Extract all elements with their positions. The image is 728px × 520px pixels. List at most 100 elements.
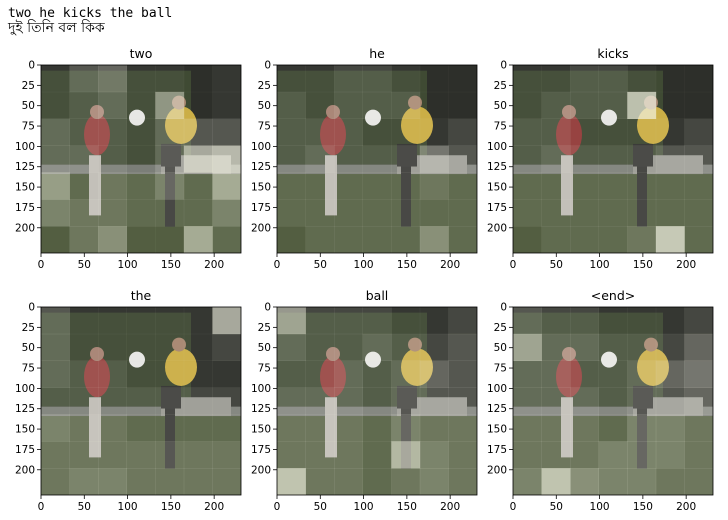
scene-grass [41,416,241,495]
attention-cell [419,360,449,388]
player-yellow-leg [165,166,175,227]
attention-cell [419,414,449,442]
attention-cell [69,468,99,495]
x-tick-label: 150 [397,259,417,271]
attention-cell [362,118,392,146]
scene-fence [41,164,241,176]
player-red-jersey [84,113,110,156]
x-tick-label: 0 [510,259,517,271]
attention-cell [570,118,600,146]
player-yellow-shorts [633,143,653,167]
attention-cell [98,360,128,388]
attention-cell [126,307,156,335]
attention-cell [570,172,600,200]
attention-cell [362,307,392,335]
attention-cell [655,145,685,173]
player-yellow-shorts [397,385,417,409]
attention-cell [126,441,156,469]
attention-cell [570,441,600,469]
panel-title: kicks [597,46,628,61]
attention-cell [41,360,70,388]
attention-cell [362,414,392,442]
attention-panel: 0 50 100 150 200 0 25 50 75 100 125 150 175 200 the [15,288,242,513]
x-tick-label: 150 [161,501,181,513]
x-tick-label: 0 [274,501,281,513]
attention-cell [212,172,241,200]
attention-cell [655,199,685,227]
attention-cell [277,226,306,253]
attention-cell [391,199,421,227]
player-yellow-shorts [397,143,417,167]
scene-fence [513,406,713,418]
attention-cell [41,333,70,362]
player-yellow-head [172,337,186,352]
player-yellow-leg [401,408,411,469]
x-tick-label: 0 [510,501,517,513]
attention-cell [570,199,600,227]
attention-cell [126,118,156,146]
player-yellow-jersey [165,348,197,386]
attention-cell [277,65,306,93]
attention-cell [570,65,600,93]
attention-cell [541,145,571,173]
attention-cell [98,307,128,335]
attention-cell [627,387,657,415]
panel-image [41,307,241,495]
attention-cell [391,414,421,442]
attention-cell [598,468,628,495]
attention-cell [684,199,713,227]
attention-cell [419,226,449,253]
attention-cell [391,118,421,146]
attention-cell [277,91,306,120]
y-tick-label: 100 [15,383,35,395]
attention-cell [155,360,185,388]
attention-cell [627,172,657,200]
attention-cell [541,414,571,442]
player-yellow-jersey [637,348,669,386]
attention-cell [513,414,542,442]
attention-cell [41,387,70,415]
y-tick-label: 150 [487,182,507,194]
attention-cell [448,333,477,362]
scene-fence [513,164,713,176]
attention-cell [627,91,657,120]
attention-cell [155,118,185,146]
attention-cell [277,118,306,146]
attention-cell [541,360,571,388]
attention-cell [183,468,213,495]
panel-title: two [130,46,153,61]
attention-cell [277,387,306,415]
attention-cell [655,414,685,442]
attention-cell [541,91,571,120]
attention-cell [277,172,306,200]
attention-cell [212,360,241,388]
attention-cell [513,360,542,388]
panel-title: he [369,46,385,61]
attention-cell [598,65,628,93]
y-tick-label: 100 [487,383,507,395]
scene-grass [277,416,477,495]
attention-cell [126,65,156,93]
x-tick-label: 0 [38,259,45,271]
player-red-head [326,105,340,119]
player-yellow-shorts [161,385,181,409]
x-tick-label: 150 [633,501,653,513]
x-tick-label: 150 [161,259,181,271]
panel-title: ball [366,288,389,303]
attention-cell [212,118,241,146]
y-tick-label: 25 [258,322,271,334]
attention-cell [98,226,128,253]
y-tick-label: 50 [494,342,507,354]
attention-cell [69,414,99,442]
y-tick-label: 175 [251,444,271,456]
attention-cell [598,226,628,253]
attention-cell [513,468,542,495]
y-tick-label: 75 [494,363,507,375]
attention-cell [305,468,335,495]
attention-cell [598,307,628,335]
y-tick-label: 200 [15,464,35,476]
attention-cell [570,414,600,442]
attention-cell [305,226,335,253]
attention-cell [277,441,306,469]
attention-cell [334,91,364,120]
